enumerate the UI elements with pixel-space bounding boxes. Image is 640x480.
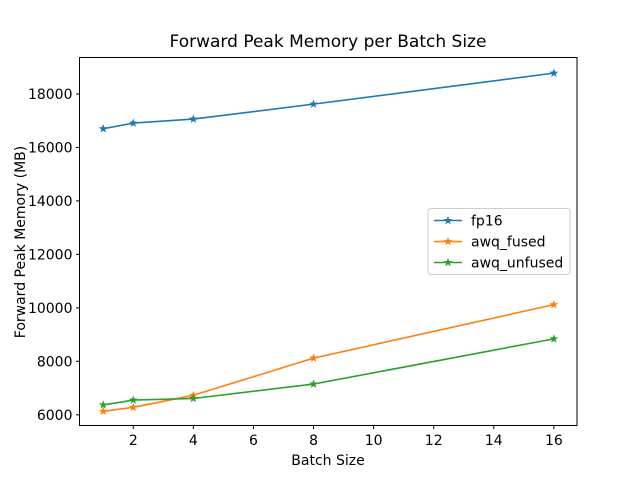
data-point-marker-awq_fused (549, 300, 559, 309)
x-axis-label: Batch Size (291, 453, 364, 469)
y-tick-label: 14000 (28, 194, 73, 210)
y-tick-label: 18000 (28, 87, 73, 103)
series-line-awq_unfused (102, 338, 555, 406)
x-tick-label: 12 (425, 433, 443, 449)
y-tick-label: 16000 (28, 140, 73, 156)
data-point-marker-fp16 (98, 124, 108, 133)
legend-entry-fp16: fp16 (471, 214, 503, 230)
data-point-marker-fp16 (188, 114, 198, 123)
legend-entry-awq_fused: awq_fused (471, 235, 546, 251)
data-point-marker-awq_unfused (549, 334, 559, 343)
axes-frame (79, 57, 578, 426)
legend (427, 208, 571, 275)
data-point-marker-awq_unfused (309, 379, 318, 388)
y-tick-label: 8000 (37, 354, 73, 370)
legend-swatch-marker (443, 257, 453, 267)
data-point-marker-awq_unfused (98, 400, 108, 409)
x-tick-label: 16 (545, 433, 563, 449)
x-tick-label: 4 (189, 433, 198, 449)
data-point-marker-fp16 (309, 99, 318, 108)
legend-entry-awq_unfused: awq_unfused (471, 256, 563, 272)
legend-swatch-marker (443, 236, 453, 246)
x-tick-label: 14 (485, 433, 503, 449)
y-axis-label: Forward Peak Memory (MB) (13, 146, 29, 338)
x-tick-label: 8 (309, 433, 318, 449)
data-point-marker-awq_unfused (188, 393, 198, 403)
data-point-marker-fp16 (128, 118, 138, 127)
x-tick-label: 10 (365, 433, 383, 449)
x-tick-label: 2 (129, 433, 138, 449)
x-tick-label: 6 (249, 433, 258, 449)
data-point-marker-awq_fused (309, 353, 318, 362)
y-tick-label: 12000 (28, 247, 73, 263)
legend-swatch-marker (443, 215, 453, 225)
series-line-fp16 (102, 72, 555, 130)
y-tick-label: 10000 (28, 301, 73, 317)
data-point-marker-awq_fused (98, 406, 108, 416)
chart-title: Forward Peak Memory per Batch Size (170, 32, 487, 52)
data-point-marker-awq_fused (128, 402, 138, 412)
data-point-marker-fp16 (549, 68, 559, 77)
data-point-marker-awq_unfused (128, 395, 138, 404)
series-line-awq_fused (102, 303, 555, 413)
y-tick-label: 6000 (37, 408, 73, 424)
